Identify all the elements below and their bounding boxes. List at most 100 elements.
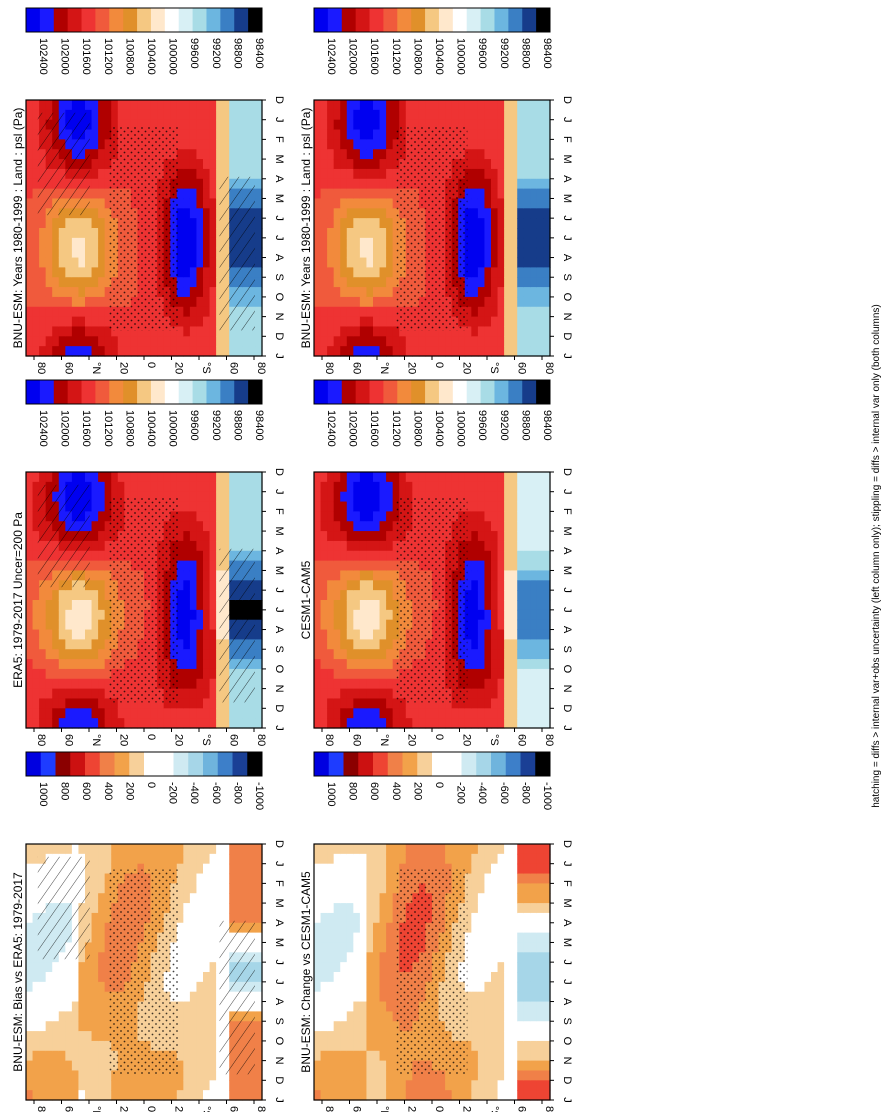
heatmap-cell — [333, 698, 341, 709]
heatmap-cell — [392, 119, 400, 131]
heatmap-cell — [176, 1040, 184, 1052]
heatmap-cell — [203, 981, 211, 993]
heatmap-cell — [176, 698, 184, 709]
heatmap-cell — [353, 521, 361, 532]
heatmap-cell — [314, 287, 322, 298]
heatmap-cell — [203, 844, 211, 855]
heatmap-cell — [314, 521, 322, 532]
colorbar-swatch — [452, 8, 468, 32]
heatmap-cell — [359, 629, 368, 640]
heatmap-cell — [425, 698, 433, 709]
heatmap-cell — [65, 218, 73, 229]
heatmap-cell — [477, 188, 486, 200]
heatmap-cell — [418, 491, 427, 503]
heatmap-cell — [203, 1060, 211, 1072]
heatmap-cell — [255, 1070, 263, 1081]
colorbar-swatch — [55, 752, 71, 776]
heatmap-cell — [209, 1040, 217, 1052]
heatmap-cell — [216, 139, 224, 150]
colorbar-tick-label: 200 — [123, 782, 135, 800]
heatmap-cell — [477, 698, 486, 709]
heatmap-cell — [392, 639, 400, 650]
heatmap-cell — [52, 629, 60, 640]
heatmap-cell — [183, 708, 191, 719]
heatmap-cell — [196, 287, 204, 298]
heatmap-cell — [183, 119, 191, 131]
heatmap-cell — [379, 511, 387, 522]
colorbar-swatch — [397, 8, 412, 32]
heatmap-cell — [189, 1021, 198, 1032]
heatmap-cell — [353, 600, 361, 611]
heatmap-cell — [536, 139, 545, 150]
heatmap-cell — [543, 708, 551, 719]
heatmap-cell — [65, 100, 73, 111]
heatmap-cell — [484, 649, 492, 660]
heatmap-cell — [111, 472, 119, 483]
heatmap-cell — [189, 306, 198, 318]
heatmap-cell — [203, 708, 211, 719]
heatmap-cell — [471, 129, 479, 140]
heatmap-cell — [150, 863, 158, 875]
colorbar-swatch — [164, 380, 180, 404]
heatmap-cell — [484, 237, 492, 249]
heatmap-cell — [32, 178, 40, 190]
lat-tick-label: 20 — [118, 362, 130, 374]
heatmap-cell — [183, 922, 191, 934]
heatmap-cell — [530, 678, 538, 690]
colorbar-swatch — [203, 752, 219, 776]
heatmap-cell — [176, 873, 184, 884]
heatmap-cell — [248, 873, 257, 884]
heatmap-cell — [523, 501, 531, 512]
heatmap-cell — [196, 912, 204, 924]
heatmap-cell — [530, 531, 538, 542]
heatmap-cell — [209, 580, 217, 591]
heatmap-cell — [248, 893, 257, 904]
heatmap-cell — [65, 237, 73, 249]
colorbar-swatch — [536, 380, 551, 404]
heatmap-cell — [320, 678, 328, 690]
lat-tick-label: 20 — [461, 734, 473, 746]
heatmap-cell — [26, 649, 34, 660]
heatmap-cell — [471, 119, 479, 131]
heatmap-cell — [144, 853, 152, 865]
heatmap-cell — [346, 501, 354, 512]
heatmap-cell — [32, 972, 40, 983]
lat-tick-label: 80 — [255, 1106, 267, 1112]
heatmap-cell — [58, 277, 66, 288]
heatmap-cell — [196, 521, 204, 532]
heatmap-cell — [111, 336, 119, 347]
heatmap-cell — [229, 844, 237, 855]
heatmap-cell — [379, 668, 387, 680]
heatmap-cell — [320, 267, 328, 278]
colorbar-swatch — [26, 8, 41, 32]
heatmap-cell — [176, 1031, 184, 1042]
heatmap-cell — [65, 688, 73, 700]
colorbar-tick-label: 101600 — [80, 410, 92, 447]
heatmap-cell — [497, 708, 505, 719]
colorbar-swatch — [248, 8, 263, 32]
heatmap-cell — [78, 659, 86, 670]
heatmap-cell — [366, 560, 374, 572]
heatmap-cell — [464, 119, 472, 131]
lat-tick-label: 60 — [63, 362, 75, 374]
heatmap-cell — [536, 198, 545, 209]
heatmap-cell — [359, 550, 368, 562]
heatmap-cell — [517, 718, 525, 729]
heatmap-cell — [26, 609, 34, 621]
heatmap-cell — [32, 1021, 40, 1032]
heatmap-cell — [71, 981, 80, 993]
heatmap-cell — [203, 198, 211, 209]
heatmap-cell — [176, 903, 184, 914]
heatmap-cell — [85, 287, 93, 298]
heatmap-cell — [242, 481, 250, 493]
heatmap-cell — [196, 257, 204, 268]
heatmap-cell — [373, 609, 381, 621]
heatmap-cell — [203, 540, 211, 552]
heatmap-cell — [333, 688, 341, 700]
heatmap-cell — [464, 139, 472, 150]
heatmap-cell — [39, 1050, 47, 1062]
heatmap-cell — [497, 267, 505, 278]
heatmap-cell — [314, 109, 322, 121]
heatmap-cell — [52, 100, 60, 111]
heatmap-cell — [32, 903, 40, 914]
